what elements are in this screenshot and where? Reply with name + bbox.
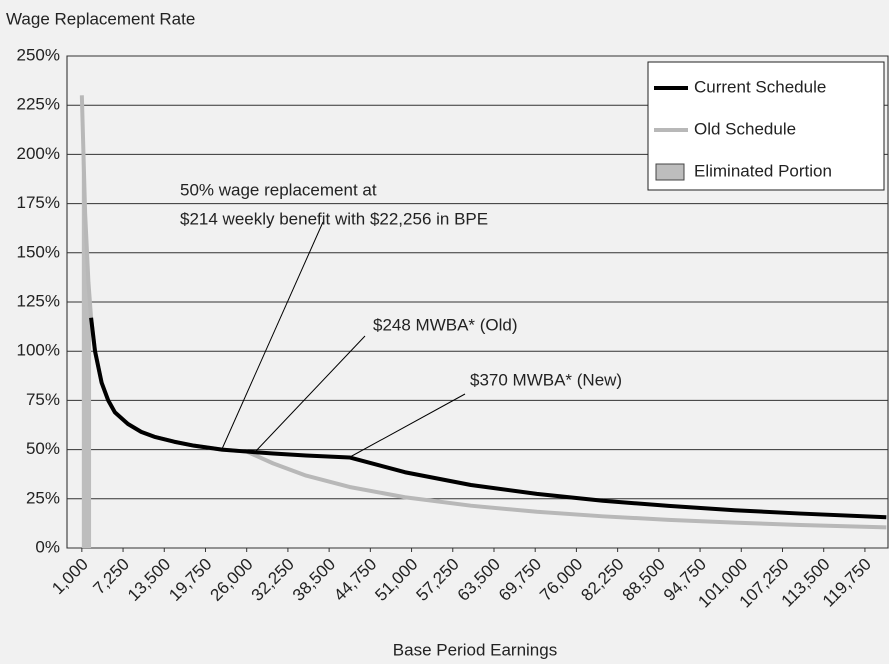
x-tick-label: 82,250 — [577, 555, 627, 605]
y-tick-label: 25% — [26, 488, 60, 507]
y-axis-title: Wage Replacement Rate — [6, 9, 195, 28]
x-tick-label: 13,500 — [124, 555, 174, 605]
y-tick-label: 100% — [17, 341, 60, 360]
y-tick-label: 250% — [17, 45, 60, 64]
y-tick-label: 175% — [17, 193, 60, 212]
y-tick-label: 200% — [17, 144, 60, 163]
y-tick-label: 225% — [17, 95, 60, 114]
x-tick-label: 76,000 — [536, 555, 586, 605]
x-tick-label: 44,750 — [330, 555, 380, 605]
legend-label: Current Schedule — [694, 77, 826, 96]
x-tick-label: 69,750 — [495, 555, 545, 605]
x-tick-label: 88,500 — [619, 555, 669, 605]
x-tick-label: 57,250 — [413, 555, 463, 605]
annotation: $214 weekly benefit with $22,256 in BPE — [180, 209, 488, 228]
y-tick-label: 50% — [26, 439, 60, 458]
annotation: 50% wage replacement at — [180, 180, 377, 199]
y-tick-label: 125% — [17, 291, 60, 310]
annotation-pointer — [349, 393, 466, 458]
legend-swatch — [655, 163, 685, 181]
x-tick-label: 19,750 — [165, 555, 215, 605]
annotation: $370 MWBA* (New) — [470, 370, 622, 389]
annotation-pointer — [221, 221, 324, 450]
x-tick-label: 26,000 — [206, 555, 256, 605]
legend-label: Old Schedule — [694, 119, 796, 138]
line — [89, 317, 887, 520]
annotation-pointer — [254, 335, 366, 453]
x-tick-label: 51,000 — [371, 555, 421, 605]
y-tick-label: 150% — [17, 242, 60, 261]
legend-box — [647, 61, 885, 191]
x-tick-label: 1,000 — [48, 555, 92, 599]
x-tick-label: 32,250 — [248, 555, 298, 605]
legend: Current Schedule Old Schedule Eliminated P… — [647, 61, 885, 191]
y-tick-label: 0% — [35, 537, 60, 556]
x-axis-title: Base Period Earnings — [393, 640, 557, 659]
x-tick-label: 38,500 — [289, 555, 339, 605]
annotation: $248 MWBA* (Old) — [373, 315, 518, 334]
legend-label: Eliminated Portion — [694, 161, 832, 180]
x-tick-label: 63,500 — [454, 555, 504, 605]
y-tick-label: 75% — [26, 390, 60, 409]
